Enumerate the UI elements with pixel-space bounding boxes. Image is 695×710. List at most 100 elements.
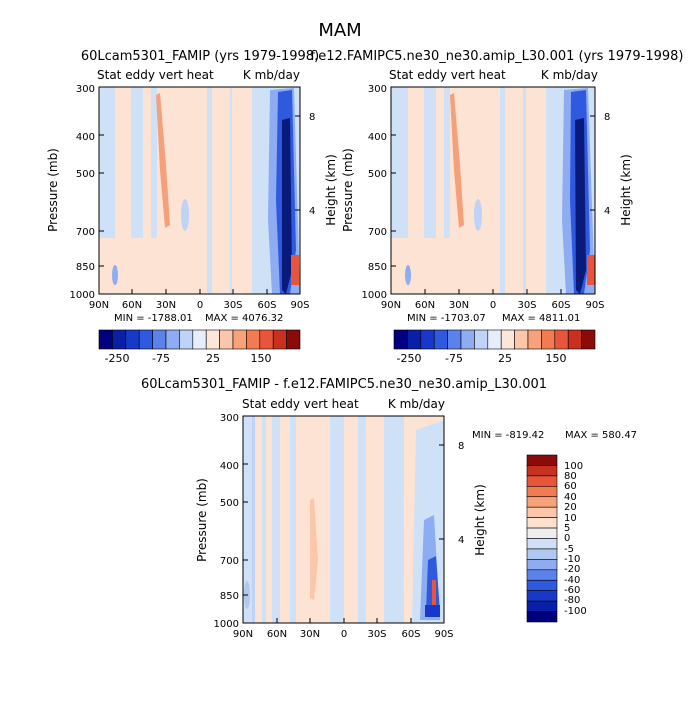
- panel-left: 60Lcam5301_FAMIP (yrs 1979-1998) Stat ed…: [46, 49, 338, 365]
- colorbar-label: 25: [498, 352, 512, 365]
- y-tick-label: 1000: [70, 290, 95, 301]
- panel-diff: 60Lcam5301_FAMIP - f.e12.FAMIPC5.ne30_ne…: [141, 377, 637, 640]
- panel-diff-title: 60Lcam5301_FAMIP - f.e12.FAMIPC5.ne30_ne…: [141, 377, 547, 392]
- colorbar-label: -250: [397, 352, 422, 365]
- colorbar-swatch: [541, 329, 556, 350]
- colorbar-swatch: [526, 496, 558, 508]
- colorbar-swatch: [286, 329, 301, 350]
- x-tick-label: 90S: [434, 629, 453, 640]
- colorbar-swatch: [581, 329, 596, 350]
- colorbar-swatch: [526, 538, 558, 550]
- colorbar-swatch: [526, 475, 558, 487]
- x-tick-label: 60S: [551, 300, 570, 311]
- colorbar-swatch: [179, 329, 194, 350]
- colorbar-swatch: [272, 329, 287, 350]
- panel-diff-y-right-ticks: 8 4: [439, 441, 464, 546]
- colorbar-swatch: [125, 329, 140, 350]
- panel-diff-units: K mb/day: [388, 397, 445, 411]
- colorbar-swatch: [526, 517, 558, 529]
- panel-left-y-ticks: 300 400 500 700 850 1000: [70, 84, 104, 301]
- y-right-tick-label: 8: [604, 112, 610, 123]
- colorbar-label: -5: [564, 544, 574, 555]
- colorbar-swatch: [526, 590, 558, 602]
- y-tick-label: 400: [220, 461, 239, 472]
- colorbar-label: -40: [564, 575, 580, 586]
- colorbar-swatch: [554, 329, 569, 350]
- colorbar-swatch: [514, 329, 529, 350]
- colorbar-swatch: [219, 329, 234, 350]
- colorbar-swatch: [526, 569, 558, 581]
- x-tick-label: 0: [490, 300, 496, 311]
- y-tick-label: 500: [220, 498, 239, 509]
- y-tick-label: 700: [220, 556, 239, 567]
- x-tick-label: 60N: [415, 300, 435, 311]
- panel-left-y-right-ticks: 8 4: [295, 112, 315, 217]
- colorbar-label: 25: [206, 352, 220, 365]
- colorbar-label: 40: [564, 492, 577, 503]
- x-tick-label: 60S: [257, 300, 276, 311]
- colorbar-swatch: [526, 454, 558, 466]
- colorbar-label: -75: [152, 352, 170, 365]
- panel-right-units: K mb/day: [541, 68, 598, 82]
- x-tick-label: 90N: [89, 300, 109, 311]
- colorbar-label: 150: [546, 352, 567, 365]
- colorbar-swatch: [232, 329, 247, 350]
- panel-diff-ylabel-right: Height (km): [473, 484, 487, 555]
- x-tick-label: 90S: [585, 300, 604, 311]
- x-tick-label: 60N: [122, 300, 142, 311]
- panel-diff-variable: Stat eddy vert heat: [242, 397, 359, 411]
- x-tick-label: 60N: [267, 629, 287, 640]
- panel-left-x-ticks: 90N 60N 30N 0 30S 60S 90S: [89, 289, 310, 311]
- panel-right-variable: Stat eddy vert heat: [389, 68, 506, 82]
- y-tick-label: 700: [76, 227, 95, 238]
- colorbar-swatch: [487, 329, 502, 350]
- colorbar-swatch: [205, 329, 220, 350]
- panel-right-colorbar-labels: -250 -75 25 150: [397, 352, 567, 365]
- x-tick-label: 0: [197, 300, 203, 311]
- colorbar-label: 80: [564, 471, 577, 482]
- panel-right: f.e12.FAMIPC5.ne30_ne30.amip_L30.001 (yr…: [311, 49, 684, 365]
- colorbar-swatch: [567, 329, 582, 350]
- colorbar-label: 20: [564, 502, 577, 513]
- panel-left-colorbar: [98, 329, 301, 350]
- colorbar-label: -10: [564, 554, 580, 565]
- panel-left-colorbar-labels: -250 -75 25 150: [105, 352, 272, 365]
- x-tick-label: 60S: [401, 629, 420, 640]
- y-tick-label: 500: [76, 169, 95, 180]
- y-tick-label: 850: [220, 591, 239, 602]
- panel-diff-max: MAX = 580.47: [565, 430, 637, 441]
- y-right-tick-label: 8: [458, 441, 464, 452]
- colorbar-label: 100: [564, 461, 583, 472]
- y-tick-label: 400: [76, 132, 95, 143]
- y-right-tick-label: 8: [309, 112, 315, 123]
- y-tick-label: 500: [368, 169, 387, 180]
- colorbar-swatch: [246, 329, 261, 350]
- panel-diff-x-ticks: 90N 60N 30N 0 30S 60S 90S: [233, 618, 454, 640]
- colorbar-label: -80: [564, 595, 580, 606]
- colorbar-swatch: [526, 611, 558, 623]
- x-tick-label: 90N: [381, 300, 401, 311]
- colorbar-label: -60: [564, 585, 580, 596]
- panel-left-variable: Stat eddy vert heat: [97, 68, 214, 82]
- x-tick-label: 30S: [223, 300, 242, 311]
- x-tick-label: 30S: [367, 629, 386, 640]
- colorbar-swatch: [527, 329, 542, 350]
- colorbar-swatch: [420, 329, 435, 350]
- y-tick-label: 700: [368, 227, 387, 238]
- panel-right-min: MIN = -1703.07: [407, 313, 486, 324]
- colorbar-label: 0: [564, 533, 570, 544]
- panel-right-max: MAX = 4811.01: [502, 313, 580, 324]
- panel-right-y-ticks: 300 400 500 700 850 1000: [362, 84, 396, 301]
- colorbar-label: -20: [564, 564, 580, 575]
- colorbar-label: -75: [445, 352, 463, 365]
- panel-right-x-ticks: 90N 60N 30N 0 30S 60S 90S: [381, 289, 605, 311]
- panel-diff-min: MIN = -819.42: [472, 430, 544, 441]
- panel-left-units: K mb/day: [243, 68, 300, 82]
- y-tick-label: 300: [368, 84, 387, 95]
- panel-right-y-right-ticks: 8 4: [590, 112, 610, 217]
- y-tick-label: 300: [220, 413, 239, 424]
- colorbar-swatch: [393, 329, 408, 350]
- colorbar-swatch: [259, 329, 274, 350]
- colorbar-swatch: [526, 465, 558, 477]
- x-tick-label: 30N: [300, 629, 320, 640]
